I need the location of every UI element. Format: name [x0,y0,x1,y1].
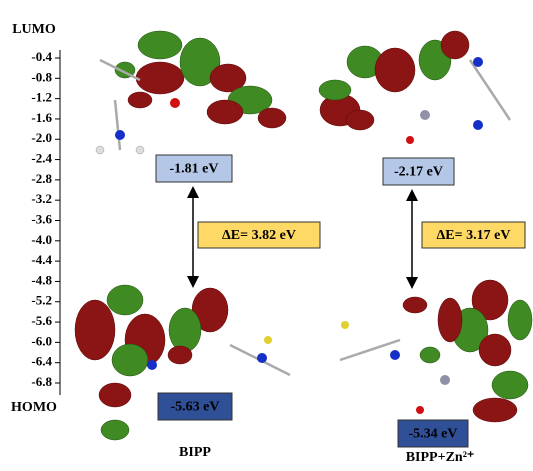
orbital-zn-lumo [319,31,510,144]
tick-label: -2.4 [31,151,52,166]
tick-label: -0.4 [31,49,52,64]
tick-label: -4.0 [31,232,52,247]
molecule-label: BIPP [179,445,211,460]
tick-label: -1.6 [31,110,52,125]
gap-value: ΔE= 3.82 eV [222,228,296,243]
homo-value: -5.63 eV [171,400,220,415]
molecule-label: BIPP+Zn²⁺ [406,450,475,465]
tick-label: -1.2 [31,90,52,105]
tick-label: -4.8 [31,272,52,287]
orbital-zn-homo [340,280,532,422]
tick-label: -6.4 [31,354,52,369]
lumo-value: -1.81 eV [170,162,219,177]
tick-label: -6.0 [31,333,52,348]
tick-label: -4.4 [31,252,52,267]
tick-label: -5.2 [31,293,52,308]
gap-value: ΔE= 3.17 eV [437,228,511,243]
tick-label: -5.6 [31,313,52,328]
tick-label: -3.6 [31,211,52,226]
homo-label: HOMO [11,400,57,415]
tick-label: -3.2 [31,191,52,206]
tick-label: -2.0 [31,130,52,145]
tick-label: -6.8 [31,374,52,389]
homo-value: -5.34 eV [409,427,458,442]
tick-label: -0.8 [31,69,52,84]
lumo-value: -2.17 eV [394,165,443,180]
tick-label: -2.8 [31,171,52,186]
figure: LUMO HOMO -0.4 -0.8 -1.2 -1.6 -2.0 -2.4 -2.8 -3… [0,0,533,471]
lumo-label: LUMO [12,22,56,37]
orbital-bipp-lumo [96,31,286,154]
